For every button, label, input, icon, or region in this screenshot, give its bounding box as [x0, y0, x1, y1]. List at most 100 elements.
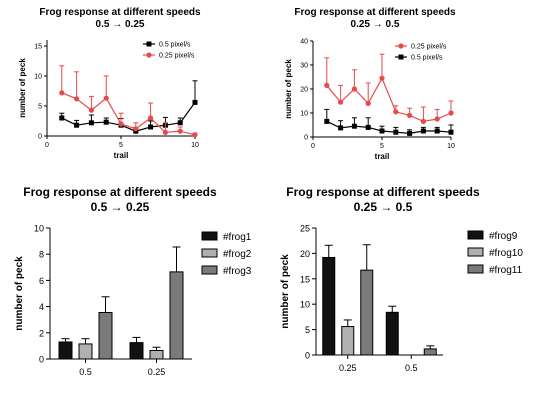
data-point [407, 113, 412, 118]
legend-label: 0.25 pixel/s [411, 44, 447, 51]
y-tick-label: 0 [304, 135, 308, 142]
data-point [104, 96, 109, 101]
bar [361, 270, 373, 355]
x-tick-label: 0.25 [148, 367, 166, 377]
bar [424, 349, 436, 355]
data-point [338, 125, 343, 130]
bar-chart-panel-1: Frog response at different speeds 0.5 → 0… [0, 180, 268, 410]
bar [79, 344, 92, 359]
y-tick-label: 0 [39, 355, 44, 365]
y-tick-label: 10 [300, 300, 310, 310]
data-point [324, 119, 329, 124]
data-point [448, 110, 453, 115]
x-tick-label: 0 [45, 142, 49, 149]
y-tick-label: 30 [300, 63, 308, 70]
chart-title-line: Frog response at different speeds [39, 7, 201, 18]
line-chart-1: Frog response at different speeds0.5 → 0… [0, 0, 268, 180]
legend-marker [147, 42, 152, 47]
x-tick-label: 5 [380, 143, 384, 150]
data-point [59, 90, 64, 95]
legend-swatch [202, 266, 217, 274]
data-point [324, 83, 329, 88]
x-tick-label: 0.25 [339, 363, 357, 373]
data-point [104, 120, 109, 125]
x-tick-label: 5 [119, 142, 123, 149]
y-tick-label: 20 [300, 87, 308, 94]
x-tick-label: 0.5 [405, 363, 418, 373]
y-tick-label: 40 [300, 39, 308, 46]
x-tick-label: 10 [447, 143, 455, 150]
data-point [89, 120, 94, 125]
legend-swatch [202, 249, 217, 257]
legend-label: #frog11 [489, 265, 523, 276]
data-point [178, 129, 183, 134]
data-point [59, 116, 64, 121]
legend-swatch [468, 265, 483, 273]
data-point [74, 123, 79, 128]
y-axis-label: number of peck [280, 254, 291, 329]
y-tick-label: 10 [300, 111, 308, 118]
legend-swatch [202, 232, 217, 240]
chart-title-line: Frog response at different speeds [294, 7, 456, 18]
data-point [393, 109, 398, 114]
data-point [421, 129, 426, 134]
bar [386, 312, 398, 355]
y-tick-label: 5 [38, 104, 42, 111]
data-point [393, 130, 398, 135]
y-axis-label: number of peck [18, 58, 27, 118]
chart-title-line: Frog response at different speeds [286, 185, 480, 199]
line-chart-panel-2: Frog response at different speeds 0.25 → … [268, 0, 537, 180]
y-tick-label: 20 [300, 249, 310, 259]
data-point [380, 129, 385, 134]
data-point [118, 121, 123, 126]
data-point [193, 100, 198, 105]
data-point [366, 125, 371, 130]
chart-title-line: 0.5 → 0.25 [96, 19, 145, 30]
legend-marker [398, 43, 403, 48]
legend-label: 0.5 pixel/s [411, 55, 443, 62]
legend-label: 0.25 pixel/s [159, 53, 195, 60]
data-point [352, 86, 357, 91]
data-point [133, 126, 138, 131]
legend-label: #frog3 [223, 266, 252, 277]
y-tick-label: 15 [34, 44, 42, 51]
y-tick-label: 5 [305, 325, 310, 335]
data-point [449, 130, 454, 135]
legend-label: 0.5 pixel/s [159, 42, 191, 49]
data-point [352, 124, 357, 129]
data-point [421, 119, 426, 124]
data-point [178, 120, 183, 125]
bar [170, 272, 183, 359]
bar [99, 312, 112, 359]
bar-chart-panel-2: Frog response at different speeds 0.25 → … [268, 180, 537, 410]
chart-title-line: Frog response at different speeds [23, 185, 217, 199]
data-point [379, 76, 384, 81]
data-point [366, 101, 371, 106]
chart-title-line: 0.5 → 0.25 [91, 200, 150, 214]
data-point [89, 108, 94, 113]
y-tick-label: 2 [39, 328, 44, 338]
legend-label: #frog9 [489, 231, 518, 242]
y-tick-label: 8 [39, 250, 44, 260]
legend-marker [399, 55, 404, 60]
series-line [327, 78, 451, 121]
bar [342, 327, 354, 355]
data-point [435, 116, 440, 121]
legend-label: #frog2 [223, 249, 252, 260]
legend-swatch [468, 248, 483, 256]
bar [150, 350, 163, 359]
data-point [163, 130, 168, 135]
line-chart-2: Frog response at different speeds0.25 → … [268, 0, 537, 180]
y-tick-label: 25 [300, 224, 310, 234]
y-tick-label: 6 [39, 276, 44, 286]
x-axis-label: trail [375, 152, 390, 161]
y-tick-label: 0 [305, 351, 310, 361]
chart-title-line: 0.25 → 0.5 [354, 200, 413, 214]
data-point [407, 131, 412, 136]
series-line [327, 121, 451, 133]
data-point [338, 100, 343, 105]
x-tick-label: 0.5 [79, 367, 92, 377]
legend-swatch [468, 231, 483, 239]
y-tick-label: 10 [34, 224, 44, 234]
